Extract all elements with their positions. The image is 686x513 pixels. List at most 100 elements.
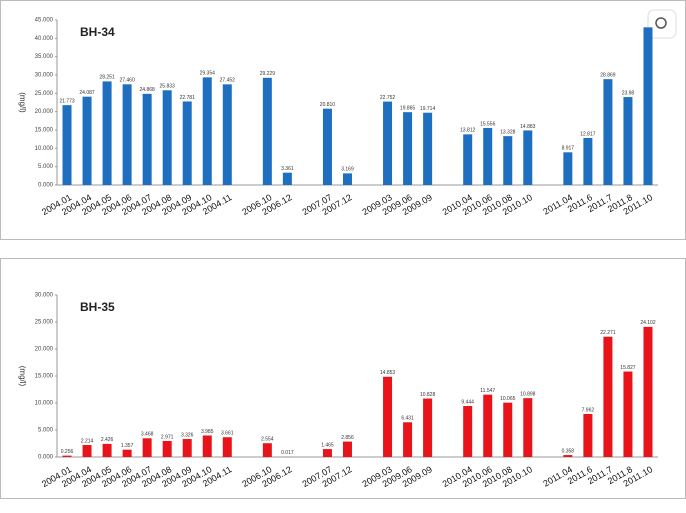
value-label: 6.431: [401, 416, 414, 422]
value-label: 14.883: [520, 124, 536, 130]
bar: [623, 371, 633, 457]
bar: [603, 336, 613, 457]
y-tick-label: 15.000: [35, 128, 54, 134]
value-label: 3.468: [141, 432, 154, 438]
value-label: 12.817: [580, 131, 596, 137]
bar: [202, 435, 212, 457]
bar: [523, 398, 533, 457]
value-label: 0.256: [61, 449, 74, 455]
bar: [122, 449, 132, 457]
bar: [342, 173, 352, 185]
y-tick-label: 35.000: [35, 54, 54, 60]
bar: [603, 79, 613, 185]
bar: [643, 27, 653, 186]
y-tick-label: 20.000: [35, 347, 54, 353]
value-label: 15.827: [620, 365, 636, 371]
value-label: 25.833: [160, 84, 176, 90]
value-label: 10.065: [500, 396, 516, 402]
value-label: 13.812: [460, 128, 476, 134]
value-label: 2.856: [341, 435, 354, 441]
value-label: 2.426: [101, 437, 114, 443]
value-label: 14.853: [380, 370, 396, 376]
value-label: 2.971: [161, 434, 174, 440]
bar: [643, 326, 653, 457]
bar: [102, 81, 112, 185]
value-label: 1.465: [321, 442, 334, 448]
bar: [583, 414, 593, 457]
bar: [463, 406, 473, 457]
bar: [262, 443, 272, 457]
value-label: 0.017: [281, 450, 294, 456]
value-label: 28.869: [600, 72, 616, 78]
value-label: 1.357: [121, 443, 134, 449]
bar: [62, 455, 72, 457]
y-tick-label: 0.000: [38, 183, 54, 189]
value-label: 3.361: [281, 166, 294, 172]
value-label: 2.214: [81, 438, 94, 444]
value-label: 7.962: [582, 407, 595, 413]
bar: [483, 394, 493, 457]
value-label: 19.714: [420, 106, 436, 112]
value-label: 0.358: [562, 448, 575, 454]
value-label: 22.752: [380, 95, 396, 101]
value-label: 29.229: [260, 71, 276, 77]
value-label: 3.326: [181, 432, 194, 438]
value-label: 29.354: [200, 71, 216, 77]
bar: [222, 84, 232, 185]
value-label: 22.781: [180, 95, 196, 101]
bar: [383, 376, 393, 457]
lens-icon[interactable]: [647, 9, 677, 39]
icon-lens[interactable]: [655, 17, 667, 29]
value-label: 8.917: [562, 146, 575, 152]
bar: [222, 437, 232, 457]
bar: [403, 112, 413, 185]
bar: [423, 398, 433, 457]
bar: [162, 90, 172, 185]
bar: [423, 112, 433, 185]
value-label: 24.868: [140, 87, 156, 93]
bar: [82, 96, 92, 185]
bar: [282, 172, 292, 185]
value-label: 24.102: [640, 320, 656, 326]
value-label: 9.444: [461, 399, 474, 405]
value-label: 27.452: [220, 78, 236, 84]
y-tick-label: 10.000: [35, 146, 54, 152]
bar: [503, 402, 513, 457]
y-tick-label: 5.000: [38, 164, 54, 170]
bar: [322, 108, 332, 185]
bar: [182, 101, 192, 185]
value-label: 22.271: [600, 330, 616, 336]
y-tick-label: 0.000: [38, 455, 54, 461]
bar: [262, 77, 272, 185]
value-label: 15.556: [480, 121, 496, 127]
bar: [142, 93, 152, 185]
bar: [563, 455, 573, 457]
value-label: 3.169: [341, 167, 354, 173]
value-label: 21.773: [59, 98, 75, 104]
y-tick-label: 15.000: [35, 374, 54, 380]
icon-bg[interactable]: [647, 9, 677, 39]
y-axis-label: (mg/l): [18, 92, 27, 113]
bar: [503, 136, 513, 185]
value-label: 3.661: [221, 431, 234, 437]
value-label: 10.898: [520, 391, 536, 397]
bar: [403, 422, 413, 457]
chart-title: BH-35: [80, 300, 115, 314]
y-tick-label: 5.000: [38, 428, 54, 434]
bar: [202, 77, 212, 185]
y-tick-label: 30.000: [35, 293, 54, 299]
bar: [62, 105, 72, 185]
bar: [523, 130, 533, 185]
y-tick-label: 25.000: [35, 91, 54, 97]
value-label: 11.547: [480, 388, 495, 394]
bar: [383, 101, 393, 185]
value-label: 10.828: [420, 392, 436, 398]
value-label: 3.985: [201, 429, 214, 435]
bar: [322, 449, 332, 457]
y-tick-label: 10.000: [35, 401, 54, 407]
bar: [623, 97, 633, 185]
bar: [82, 445, 92, 457]
value-label: 24.087: [79, 90, 95, 96]
y-axis-label: (mg/l): [18, 366, 27, 387]
